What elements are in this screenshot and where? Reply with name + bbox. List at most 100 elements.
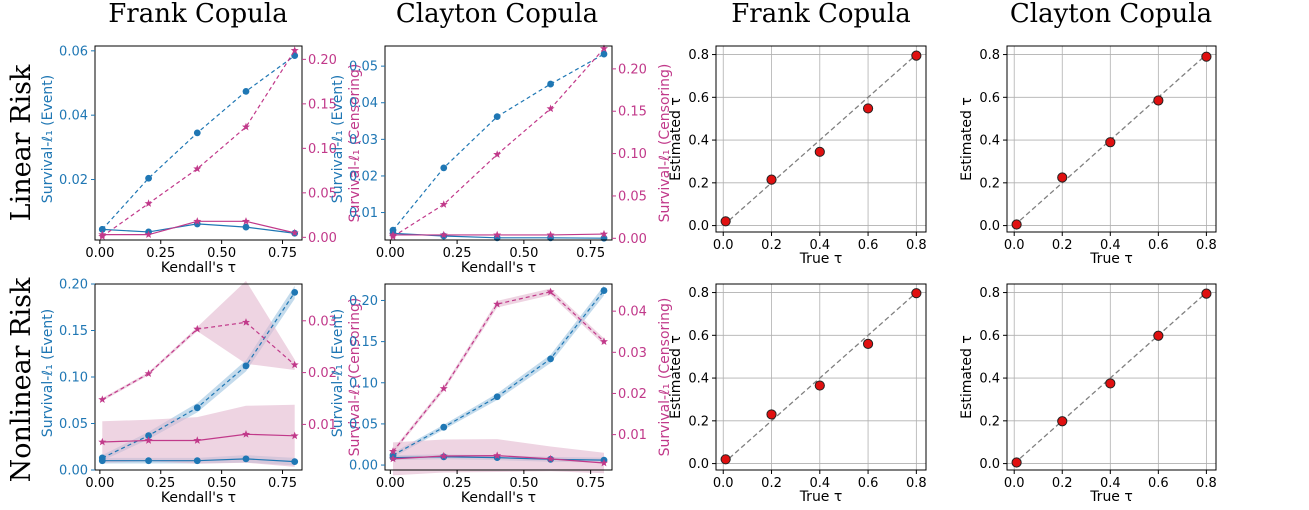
panel-5-ylabel-left: Survival-ℓ₁ (Event) (40, 309, 56, 437)
panel-3-point-5 (911, 50, 922, 61)
panel-2-ytick-right-label-4: 0.15 (618, 105, 647, 120)
panel-5-series-1-point-4 (242, 362, 250, 370)
panel-6-series-3-point-3 (493, 299, 502, 308)
panel-4-point-5 (1201, 51, 1212, 62)
panel-6-ytick-right-label-4: 0.04 (618, 305, 647, 320)
panel-2-ylabel-left: Survival-ℓ₁ (Event) (330, 75, 346, 203)
panel-6-series-4-point-4 (546, 454, 555, 463)
panel-6-ytick-left-label-5: 0.20 (349, 294, 378, 309)
panel-7-xtick-label-3: 0.4 (809, 476, 830, 491)
panel-6-series-3-point-4 (546, 287, 555, 296)
panel-1-xtick-label-3: 0.50 (207, 246, 236, 261)
panel-6-series-1-point-3 (493, 393, 501, 401)
panel-6-ylabel-left: Survival-ℓ₁ (Event) (330, 309, 346, 437)
panel-1-ytick-right-label-1: 0.00 (308, 231, 337, 246)
panel-6-ytick-left-label-4: 0.15 (349, 335, 378, 350)
panel-8-ytick-label-3: 0.4 (979, 372, 1000, 387)
panel-1-series-2-point-4 (242, 223, 250, 231)
panel-3-ytick-label-4: 0.6 (688, 91, 709, 106)
panel-1-xtick-label-2: 0.25 (146, 246, 175, 261)
panel-6-series-4-point-3 (493, 451, 502, 459)
panel-2-ytick-right-label-5: 0.20 (618, 62, 647, 77)
panel-3-xtick-label-3: 0.4 (809, 238, 830, 253)
panel-4-xtick-label-4: 0.6 (1148, 238, 1169, 253)
panel-4-point-3 (1105, 137, 1116, 148)
panel-1-ytick-right-label-5: 0.20 (308, 53, 337, 68)
panel-5-series-2-point-3 (193, 457, 201, 465)
panel-4-ylabel: Estimated τ (959, 97, 975, 181)
panel-5-ylabel-right: Survival-ℓ₁ (Censoring) (347, 298, 363, 457)
panel-5-series-4-point-3 (193, 436, 202, 444)
panel-4-xtick-label-3: 0.4 (1100, 238, 1121, 253)
panel-1-series-3-point-2 (144, 199, 153, 207)
panel-5-ytick-left-label-1: 0.00 (59, 464, 88, 479)
panel-5-loss-plot: 0.00 0.25 0.50 0.75 Kendall's τ 0.00 0.05 0.10 0… (40, 278, 363, 507)
panel-1-series-2-point-1 (98, 225, 106, 233)
panel-8-xlabel: True τ (1089, 489, 1133, 505)
panel-5-ytick-left-label-4: 0.15 (59, 324, 88, 339)
panel-5-xtick-label-4: 0.75 (268, 476, 297, 491)
panel-5-ytick-right-label-3: 0.03 (308, 314, 337, 329)
panel-7-ytick-label-3: 0.4 (688, 372, 709, 387)
panel-1-ytick-right-label-3: 0.10 (308, 142, 337, 157)
panel-8-point-2 (1057, 416, 1068, 427)
panel-7-point-5 (911, 288, 922, 299)
panel-5-series-3-point-1 (98, 395, 107, 403)
panel-1-series-4-point-1 (98, 230, 107, 239)
panel-6-series-1-point-5 (600, 287, 608, 294)
panel-6-xtick-label-4: 0.75 (576, 476, 605, 491)
panel-7-point-3 (814, 380, 825, 391)
panel-7-ylabel: Estimated τ (668, 335, 684, 419)
panel-8-xtick-label-3: 0.4 (1100, 476, 1121, 491)
panel-3-ytick-label-5: 0.8 (688, 48, 709, 63)
panel-5-series-2-point-1 (98, 457, 106, 465)
panel-1-frame (94, 45, 303, 241)
panel-8-point-1 (1011, 457, 1022, 468)
panel-2-ylabel-right: Survival-ℓ₁ (Censoring) (657, 64, 673, 223)
panel-2-ytick-left-label-5: 0.05 (349, 60, 378, 75)
panel-8-xtick-label-1: 0.0 (1004, 476, 1025, 491)
panel-1-series-1-point-3 (193, 129, 201, 137)
panel-4-ytick-label-1: 0.0 (979, 219, 1000, 234)
panel-6-frame (384, 283, 613, 471)
panel-3-xtick-label-1: 0.0 (713, 238, 734, 253)
panel-6-ytick-left-label-1: 0.00 (349, 459, 378, 474)
panel-1-series-4-point-4 (241, 217, 250, 225)
panel-2-ytick-left-label-3: 0.03 (349, 133, 378, 148)
panel-1-ylabel-left: Survival-ℓ₁ (Event) (40, 75, 56, 203)
panel-3-point-3 (814, 146, 825, 157)
panel-2-ytick-right-label-1: 0.00 (618, 232, 647, 247)
panel-2-series-4-point-1 (389, 230, 398, 239)
panel-6-series-3-point-1 (389, 447, 398, 455)
panel-2-series-4-point-2 (439, 230, 448, 239)
panel-3-tau-scatter: 0.0 0.0 0.2 0.2 0.4 0.4 0.6 0.6 0.8 0.8 True τ Esti… (668, 45, 927, 267)
panel-3-xtick-label-5: 0.8 (906, 238, 927, 253)
panel-3-ytick-label-1: 0.0 (688, 219, 709, 234)
panel-4-xtick-label-1: 0.0 (1004, 238, 1025, 253)
panel-7-frame (715, 283, 927, 471)
panel-7-xtick-label-5: 0.8 (906, 476, 927, 491)
panel-6-ylabel-right: Survival-ℓ₁ (Censoring) (657, 298, 673, 457)
panel-5-ytick-right-label-2: 0.02 (308, 366, 337, 381)
panel-8-xtick-label-4: 0.6 (1148, 476, 1169, 491)
panel-5-series-1-point-5 (291, 288, 299, 296)
panel-1-series-3-point-5 (290, 46, 299, 54)
panel-2-series-1-point-3 (493, 113, 501, 121)
panel-5-series-3-point-5 (290, 360, 299, 369)
panel-2-loss-plot: 0.00 0.25 0.50 0.75 Kendall's τ 0.01 0.02 0.03 0… (330, 44, 673, 276)
panel-4-ytick-label-2: 0.2 (979, 176, 1000, 191)
panel-2-series-3-point-3 (493, 150, 502, 158)
panel-7-xtick-label-4: 0.6 (858, 476, 879, 491)
panel-5-band-4 (102, 404, 295, 467)
panel-4-xtick-label-5: 0.8 (1196, 238, 1217, 253)
panel-4-frame (1006, 45, 1217, 233)
panel-5-series-2-point-4 (242, 455, 250, 463)
panel-2-series-1-point-2 (440, 164, 448, 172)
panel-8-point-4 (1153, 330, 1164, 341)
panel-1-series-3-point-3 (193, 164, 202, 173)
panel-7-ytick-label-2: 0.2 (688, 414, 709, 429)
panel-5-series-1-point-3 (193, 404, 201, 412)
panel-6-series-1-point-4 (547, 355, 554, 363)
panel-5-xtick-label-2: 0.25 (146, 476, 175, 491)
